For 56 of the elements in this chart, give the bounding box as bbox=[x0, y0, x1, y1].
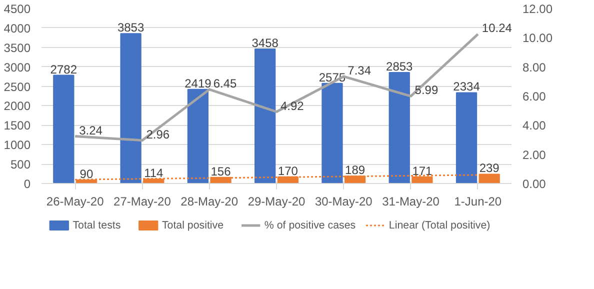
data-label: 171 bbox=[412, 164, 433, 178]
y-tick-label: 4500 bbox=[4, 2, 31, 16]
y-tick-label: 2000 bbox=[4, 99, 31, 114]
data-label: 2419 bbox=[184, 76, 212, 90]
y-tick-label: 0 bbox=[24, 177, 31, 191]
legend-label: Total tests bbox=[72, 220, 121, 232]
y2-tick-label: 4.00 bbox=[522, 118, 546, 133]
bar bbox=[187, 88, 209, 184]
y-tick-label: 2500 bbox=[4, 80, 31, 94]
data-label: 3458 bbox=[252, 36, 279, 50]
legend-label: % of positive cases bbox=[264, 220, 356, 232]
bar bbox=[322, 82, 343, 184]
x-tick-label: 26-May-20 bbox=[46, 194, 104, 208]
bar bbox=[120, 33, 142, 184]
y-tick-label: 3500 bbox=[4, 40, 31, 55]
x-tick-label: 31-May-20 bbox=[382, 194, 440, 208]
y2-tick-label: 2.00 bbox=[522, 148, 546, 162]
data-label: 2782 bbox=[50, 62, 78, 76]
x-tick-label: 27-May-20 bbox=[114, 194, 172, 208]
bar bbox=[254, 48, 276, 184]
data-label: 10.24 bbox=[482, 21, 512, 36]
y2-tick-label: 8.00 bbox=[522, 60, 546, 74]
data-label: 90 bbox=[80, 167, 94, 181]
x-tick-label: 29-May-20 bbox=[248, 194, 306, 208]
bar bbox=[388, 72, 410, 184]
data-label: 189 bbox=[345, 163, 366, 178]
data-label: 170 bbox=[278, 164, 298, 178]
data-label: 2.96 bbox=[146, 127, 170, 142]
data-label: 4.92 bbox=[280, 98, 304, 113]
data-label: 5.99 bbox=[414, 83, 438, 98]
y2-tick-label: 12.00 bbox=[522, 2, 553, 16]
data-label: 3853 bbox=[117, 20, 144, 35]
data-label: 2853 bbox=[386, 60, 414, 74]
x-tick-label: 30-May-20 bbox=[314, 194, 373, 208]
data-label: 2334 bbox=[453, 80, 480, 94]
data-label: 239 bbox=[479, 161, 500, 176]
data-label: 156 bbox=[210, 164, 232, 178]
y-tick-label: 1000 bbox=[4, 138, 31, 152]
data-label: 114 bbox=[144, 166, 164, 180]
legend-label: Linear (Total positive) bbox=[388, 220, 490, 232]
data-label: 7.34 bbox=[348, 63, 372, 78]
x-tick-label: 28-May-20 bbox=[180, 194, 238, 208]
legend-label: Total positive bbox=[162, 220, 224, 232]
bar bbox=[53, 74, 74, 184]
y2-tick-label: 10.00 bbox=[522, 31, 553, 46]
data-label: 6.45 bbox=[213, 76, 238, 90]
y-tick-label: 1500 bbox=[4, 118, 31, 133]
y2-tick-label: 0.00 bbox=[522, 177, 546, 191]
bar bbox=[456, 92, 478, 184]
data-label: 3.24 bbox=[79, 123, 103, 138]
y2-tick-label: 6.00 bbox=[522, 90, 546, 104]
y-tick-label: 500 bbox=[10, 158, 31, 172]
y-tick-label: 4000 bbox=[4, 21, 31, 36]
bar bbox=[478, 174, 500, 184]
x-tick-label: 1-Jun-20 bbox=[454, 194, 502, 208]
y-tick-label: 3000 bbox=[4, 60, 31, 74]
